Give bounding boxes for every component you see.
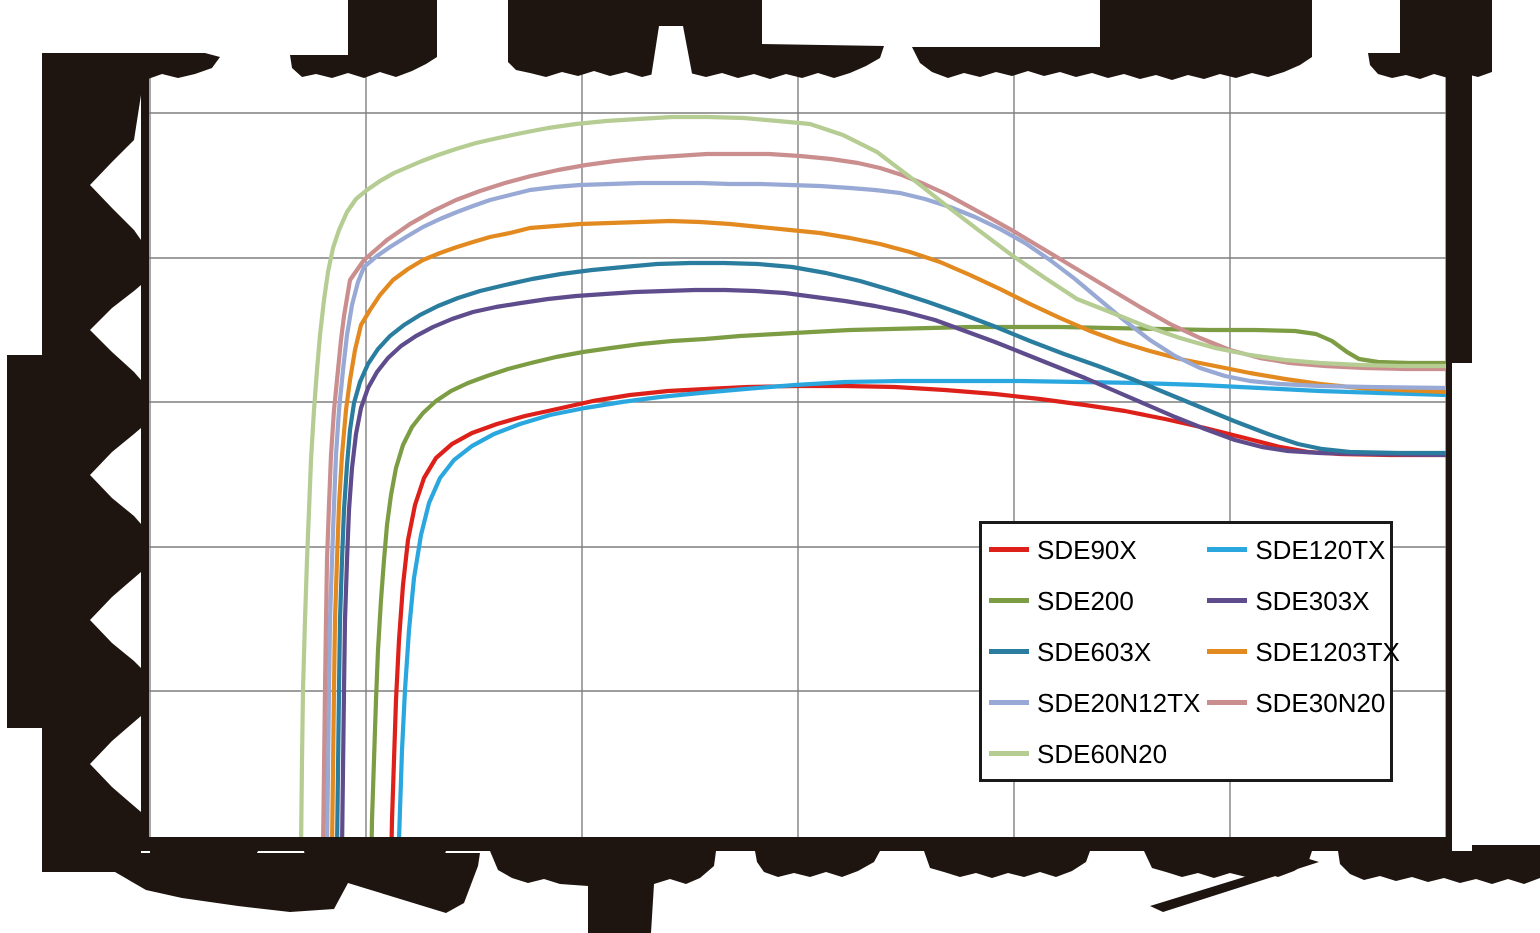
legend-swatch	[1207, 547, 1248, 552]
legend-swatch	[1207, 598, 1248, 603]
legend-swatch	[989, 751, 1029, 756]
legend-label: SDE303X	[1255, 585, 1370, 616]
legend-label: SDE1203TX	[1255, 636, 1400, 667]
legend-label: SDE60N20	[1037, 738, 1168, 769]
legend-item: SDE20N12TX	[982, 690, 1200, 716]
legend-label: SDE90X	[1037, 534, 1137, 565]
legend-swatch	[989, 598, 1029, 603]
legend-swatch	[989, 649, 1029, 654]
legend-swatch	[1207, 700, 1248, 705]
legend-item: SDE60N20	[982, 741, 1200, 767]
series-lines	[298, 114, 1450, 851]
legend-item: SDE303X	[1200, 588, 1400, 614]
legend-label: SDE120TX	[1255, 534, 1386, 565]
legend-item: SDE1203TX	[1200, 639, 1400, 665]
legend-box: SDE90X SDE120TX SDE200 SDE303X SDE603X S…	[979, 521, 1400, 782]
legend-item: SDE90X	[982, 537, 1200, 563]
legend-label: SDE30N20	[1255, 687, 1386, 718]
legend-label: SDE603X	[1037, 636, 1152, 667]
legend-item: SDE603X	[982, 639, 1200, 665]
legend-swatch	[989, 700, 1029, 705]
legend-label: SDE200	[1037, 585, 1134, 616]
redaction-blobs	[7, 0, 1540, 933]
gridlines	[148, 70, 1452, 837]
legend-swatch	[1207, 649, 1248, 654]
legend-item: SDE120TX	[1200, 537, 1400, 563]
legend-item: SDE200	[982, 588, 1200, 614]
legend-label: SDE20N12TX	[1037, 687, 1201, 718]
legend-swatch	[989, 547, 1029, 552]
legend-item: SDE30N20	[1200, 690, 1400, 716]
